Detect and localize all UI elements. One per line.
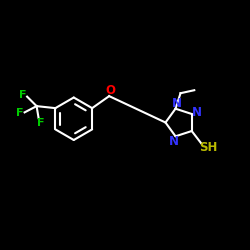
Text: F: F (37, 118, 45, 128)
Text: N: N (169, 135, 179, 148)
Text: F: F (16, 108, 23, 118)
Text: SH: SH (200, 140, 218, 153)
Text: N: N (172, 97, 182, 110)
Text: N: N (192, 106, 202, 119)
Text: F: F (19, 90, 26, 100)
Text: O: O (106, 84, 116, 97)
